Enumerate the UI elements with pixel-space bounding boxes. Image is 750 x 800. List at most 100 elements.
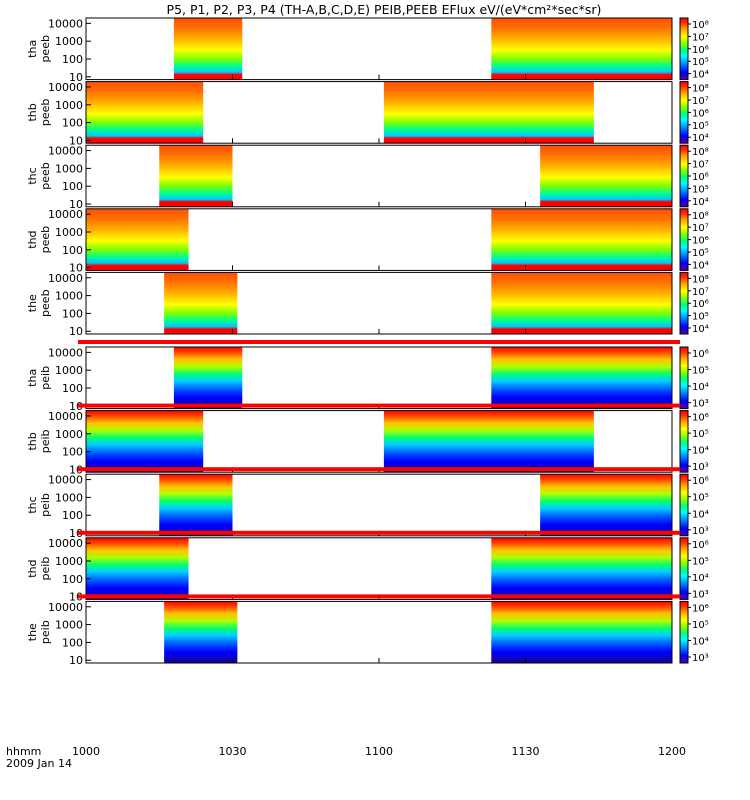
y-tick-label: 1000 [55, 428, 83, 441]
y-tick-label: 10 [69, 325, 83, 338]
panel-label-probe: the [26, 294, 39, 312]
colorbar-tick-label: 10³ [692, 462, 709, 473]
data-block-thd-peeb-1 [491, 208, 672, 271]
colorbar-tick-label: 10³ [692, 526, 709, 537]
y-tick-label: 10 [69, 134, 83, 147]
y-tick-label: 10000 [48, 537, 83, 550]
y-tick-label: 10000 [48, 208, 83, 221]
colorbar-tick-label: 10⁵ [692, 248, 709, 259]
panel-label-probe: thd [26, 230, 39, 248]
colorbar-tick-label: 10⁷ [692, 32, 709, 43]
colorbar-tick-label: 10⁴ [692, 446, 709, 457]
panel-thb-peib: 10 100 1000 10000 thb peib 10³ 10⁴ 10⁵ 10⁶ [26, 410, 709, 476]
colorbar-tick-label: 10³ [692, 589, 709, 600]
panel-label-instrument: peeb [39, 99, 52, 127]
data-block-tha-peib-1 [491, 347, 672, 409]
colorbar-tick-label: 10⁶ [692, 413, 709, 424]
separator-bar [78, 594, 680, 599]
colorbar-tick-label: 10⁴ [692, 260, 709, 271]
data-block-the-peib-0 [164, 601, 238, 663]
data-block-thd-peeb-0 [86, 208, 189, 271]
y-tick-label: 10 [69, 262, 83, 275]
colorbar-tick-label: 10⁵ [692, 556, 709, 567]
colorbar-tick-label: 10⁴ [692, 509, 709, 520]
x-axis-units-label: hhmm [6, 745, 41, 758]
separator-bar [78, 530, 680, 535]
panel-label-instrument: peib [39, 429, 52, 453]
separator-bar [78, 403, 680, 408]
colorbar-tick-label: 10⁶ [692, 172, 709, 183]
x-tick-label: 1200 [658, 745, 686, 758]
x-tick-label: 1000 [72, 745, 100, 758]
y-tick-label: 10 [69, 654, 83, 667]
colorbar [679, 81, 689, 144]
y-tick-label: 10 [69, 591, 83, 604]
panel-label-probe: thc [26, 167, 39, 184]
data-block-thb-peib-0 [86, 410, 204, 473]
y-tick-label: 10 [69, 527, 83, 540]
colorbar-tick-label: 10⁵ [692, 121, 709, 132]
colorbar-tick-label: 10⁸ [692, 211, 709, 222]
colorbar [679, 473, 689, 537]
colorbar [679, 144, 689, 208]
y-tick-label: 100 [62, 446, 83, 459]
x-tick-label: 1030 [219, 745, 247, 758]
colorbar-tick-label: 10⁷ [692, 223, 709, 234]
panel-label-probe: tha [26, 369, 39, 387]
separator-bar [78, 467, 680, 472]
colorbar-tick-label: 10⁵ [692, 184, 709, 195]
colorbar [679, 410, 689, 473]
colorbar-tick-label: 10⁶ [692, 603, 709, 614]
data-block-thb-peeb-0 [86, 81, 204, 144]
colorbar-tick-label: 10⁸ [692, 274, 709, 285]
y-tick-label: 100 [62, 180, 83, 193]
y-tick-label: 100 [62, 244, 83, 257]
colorbar [679, 537, 689, 600]
colorbar [679, 346, 689, 410]
panel-label-probe: the [26, 623, 39, 641]
y-tick-label: 10000 [48, 601, 83, 614]
x-tick-label: 1130 [512, 745, 540, 758]
colorbar [679, 208, 689, 271]
panel-label-probe: tha [26, 40, 39, 58]
panel-tha-peib: 10 100 1000 10000 tha peib 10³ 10⁴ 10⁵ 10⁶ [26, 346, 709, 412]
colorbar-tick-label: 10⁷ [692, 160, 709, 171]
panel-label-instrument: peib [39, 366, 52, 390]
data-block-tha-peeb-1 [491, 18, 672, 80]
data-block-thc-peib-0 [159, 474, 233, 536]
colorbar-tick-label: 10⁴ [692, 70, 709, 81]
y-tick-label: 1000 [55, 619, 83, 632]
y-tick-label: 1000 [55, 290, 83, 303]
y-tick-label: 100 [62, 636, 83, 649]
data-block-tha-peeb-0 [173, 18, 243, 80]
y-tick-label: 1000 [55, 555, 83, 568]
colorbar-tick-label: 10⁸ [692, 84, 709, 95]
chart-title: P5, P1, P2, P3, P4 (TH-A,B,C,D,E) PEIB,P… [167, 2, 602, 17]
panel-label-probe: thb [26, 432, 39, 450]
data-block-thd-peib-0 [86, 537, 189, 600]
data-block-thb-peib-1 [383, 410, 594, 473]
data-block-the-peib-1 [491, 601, 672, 663]
panel-label-instrument: peib [39, 557, 52, 581]
x-axis-date-label: 2009 Jan 14 [6, 757, 72, 770]
y-tick-label: 10 [69, 198, 83, 211]
colorbar-tick-label: 10⁵ [692, 366, 709, 377]
colorbar [679, 17, 689, 81]
y-tick-label: 10000 [48, 346, 83, 359]
y-tick-label: 10000 [48, 272, 83, 285]
colorbar-tick-label: 10⁵ [692, 312, 709, 323]
colorbar [679, 600, 689, 664]
panel-label-instrument: peeb [39, 289, 52, 317]
colorbar-tick-label: 10⁸ [692, 20, 709, 31]
colorbar-tick-label: 10⁴ [692, 133, 709, 144]
panel-label-probe: thc [26, 496, 39, 513]
colorbar [679, 271, 689, 335]
y-tick-label: 10 [69, 400, 83, 413]
data-block-tha-peib-0 [173, 347, 243, 409]
y-tick-label: 10000 [48, 474, 83, 487]
x-tick-label: 1100 [365, 745, 393, 758]
